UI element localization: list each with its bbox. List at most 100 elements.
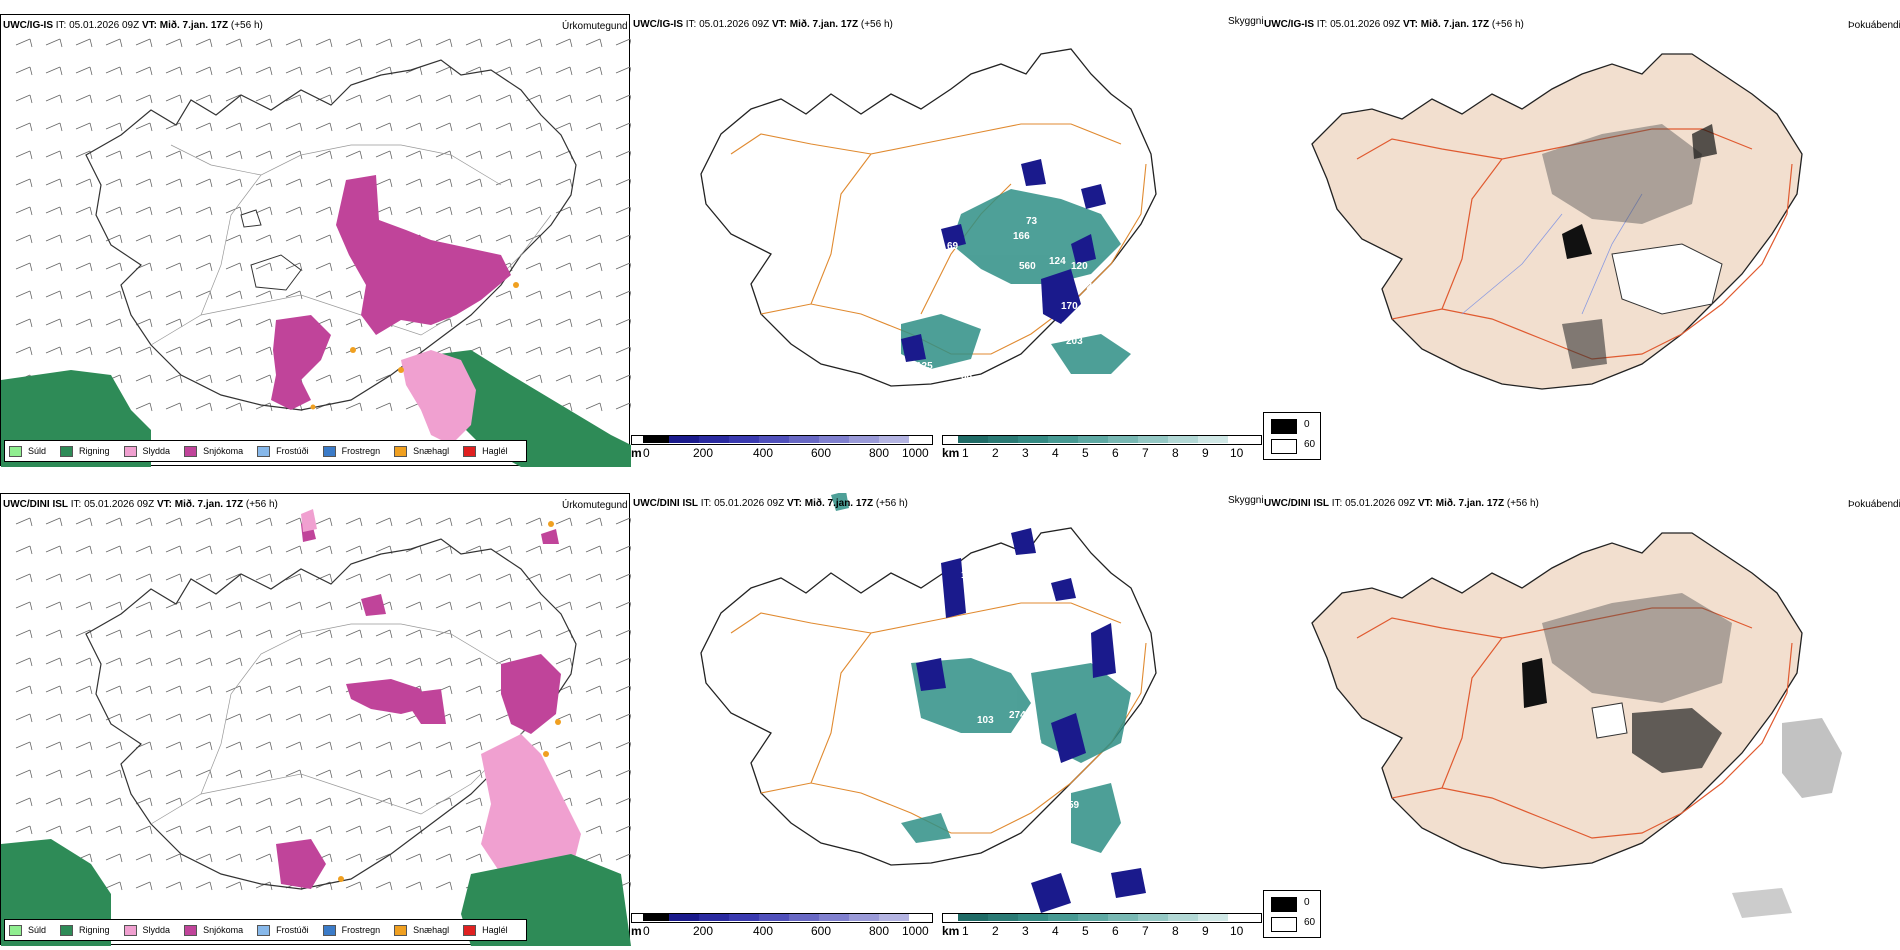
wind-barb — [555, 38, 571, 46]
wind-barb-tick — [569, 94, 573, 104]
wind-barb-tick — [149, 629, 153, 639]
wind-barb-tick — [89, 797, 93, 807]
wind-barb-tick — [539, 545, 543, 555]
wind-barb — [255, 150, 271, 158]
wind-barb-tick — [269, 346, 273, 356]
wind-barb-tick — [539, 150, 543, 160]
wind-barb-tick — [239, 545, 243, 555]
wind-barb-tick — [59, 825, 63, 835]
wind-barb — [105, 685, 121, 693]
wind-barb — [225, 713, 241, 721]
wind-barb — [525, 318, 541, 326]
wind-barb — [105, 629, 121, 637]
wind-barb-tick — [149, 545, 153, 555]
wind-barb — [585, 629, 601, 637]
wind-barb-tick — [569, 290, 573, 300]
wind-barb — [315, 374, 331, 382]
visibility-value-label: 103 — [977, 715, 994, 726]
wind-barb-tick — [179, 545, 183, 555]
wind-barb — [165, 685, 181, 693]
wind-barb-tick — [59, 150, 63, 160]
wind-barb-tick — [329, 741, 333, 751]
wind-barb-tick — [209, 797, 213, 807]
wind-barb-tick — [29, 573, 33, 583]
wind-barb — [495, 290, 511, 298]
wind-barb — [225, 206, 241, 214]
wind-barb-tick — [299, 178, 303, 188]
wind-barb-tick — [299, 262, 303, 272]
wind-barb-tick — [539, 573, 543, 583]
visibility-value-label: 347 — [1009, 306, 1026, 317]
wind-barb — [585, 150, 601, 158]
wind-barb — [45, 797, 61, 805]
wind-barb — [75, 318, 91, 326]
wind-barb-tick — [29, 657, 33, 667]
wind-barb — [615, 262, 631, 270]
wind-barb — [285, 517, 301, 525]
wind-barb — [315, 234, 331, 242]
wind-barb — [495, 545, 511, 553]
wind-barb — [195, 713, 211, 721]
wind-barb-tick — [119, 94, 123, 104]
wind-barb-tick — [419, 769, 423, 779]
wind-barb — [135, 318, 151, 326]
wind-barb-tick — [209, 853, 213, 863]
wind-barb-tick — [89, 346, 93, 356]
wind-barb — [195, 66, 211, 74]
visibility-value-label: 987 — [1146, 695, 1163, 706]
wind-barb-tick — [119, 290, 123, 300]
wind-barb — [615, 318, 631, 326]
wind-barb — [45, 629, 61, 637]
wind-barb — [375, 629, 391, 637]
wind-barb — [315, 38, 331, 46]
wind-barb-tick — [419, 545, 423, 555]
wind-barb-tick — [329, 66, 333, 76]
wind-barb-tick — [89, 769, 93, 779]
wind-barb — [465, 685, 481, 693]
sleet-area — [401, 350, 476, 445]
wind-barb-tick — [419, 38, 423, 48]
wind-barb — [75, 741, 91, 749]
wind-barb — [105, 94, 121, 102]
wind-barb-tick — [419, 178, 423, 188]
wind-barb — [585, 713, 601, 721]
wind-barb — [585, 38, 601, 46]
wind-barb-tick — [479, 825, 483, 835]
wind-barb — [135, 545, 151, 553]
wind-barb-tick — [479, 629, 483, 639]
precip-map-row2 — [1, 509, 631, 946]
wind-barb — [75, 262, 91, 270]
wind-barb-tick — [239, 825, 243, 835]
wind-barb — [165, 178, 181, 186]
wind-barb-tick — [449, 825, 453, 835]
wind-barb-tick — [239, 657, 243, 667]
wind-barb — [45, 122, 61, 130]
wind-barb — [255, 741, 271, 749]
wind-barb-tick — [119, 66, 123, 76]
wind-barb-tick — [119, 573, 123, 583]
wind-barb — [15, 290, 31, 298]
wind-barb-tick — [539, 374, 543, 384]
wind-barb — [165, 769, 181, 777]
wind-barb — [225, 545, 241, 553]
wind-barb-tick — [509, 629, 513, 639]
wind-barb-tick — [569, 122, 573, 132]
wind-barb-tick — [389, 346, 393, 356]
wind-barb-tick — [179, 402, 183, 412]
wind-barb — [585, 517, 601, 525]
wind-barb — [285, 150, 301, 158]
wind-barb — [105, 178, 121, 186]
visibility-labels: 415 144 25 166 73 69 560 124 120 72 80 347 170 218 203… — [916, 171, 1096, 397]
wind-barb-tick — [449, 657, 453, 667]
wind-barb-tick — [59, 206, 63, 216]
wind-barb-tick — [359, 402, 363, 412]
wind-barb — [255, 66, 271, 74]
visibility-value-label: 80 — [1084, 296, 1096, 307]
wind-barb — [615, 122, 631, 130]
wind-barb — [465, 713, 481, 721]
wind-barb-tick — [449, 797, 453, 807]
wind-barb — [165, 318, 181, 326]
wind-barb — [195, 573, 211, 581]
wind-barb-tick — [149, 122, 153, 132]
wind-barb-tick — [329, 573, 333, 583]
